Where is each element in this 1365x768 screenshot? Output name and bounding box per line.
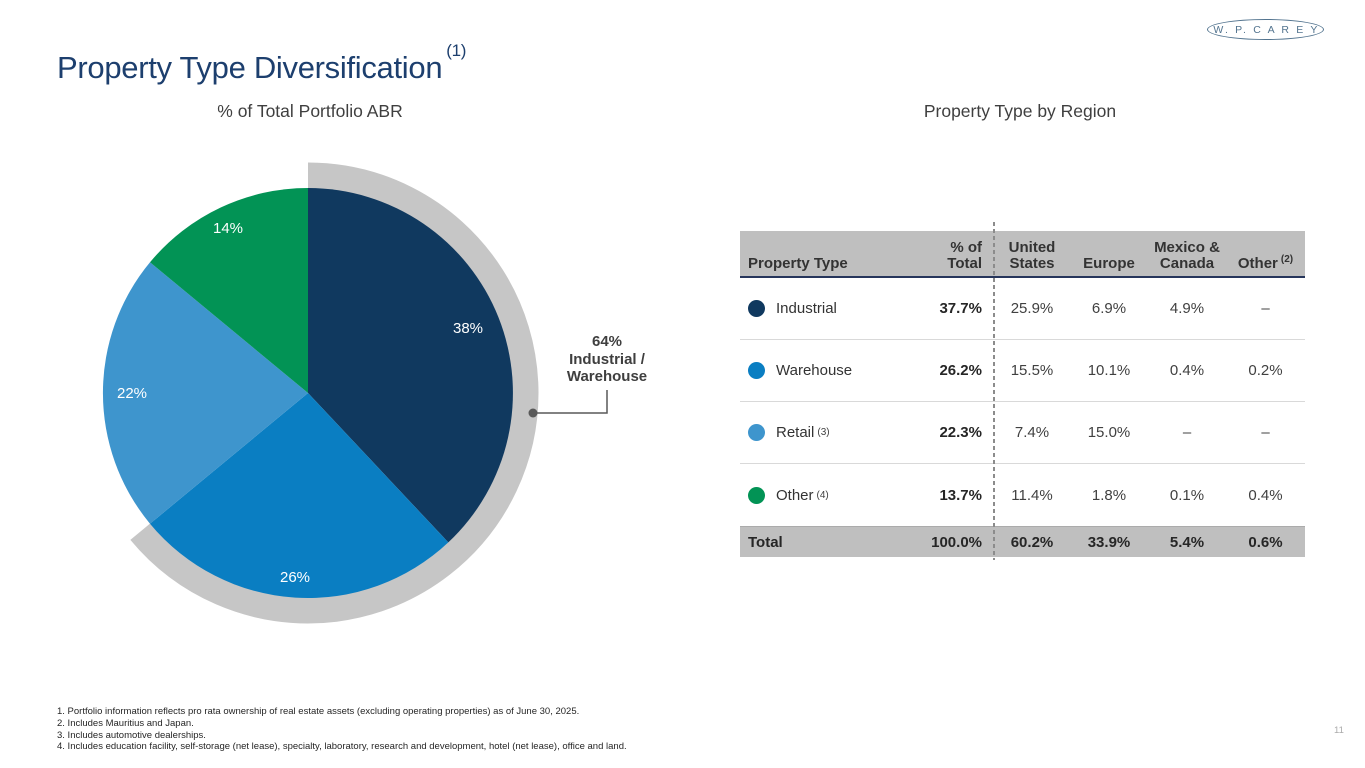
region-table: Property Type % of Total United States E… [740, 222, 1305, 560]
cell-europe: 1.8% [1091, 486, 1127, 504]
cell-europe: 10.1% [1087, 362, 1131, 379]
cell-pct-total: 22.3% [939, 424, 982, 441]
cell-europe: 6.9% [1091, 300, 1127, 317]
cell-pct-total: 13.7% [939, 486, 982, 504]
pie-slice-retail [102, 262, 308, 524]
total-other: 0.6% [1248, 533, 1283, 551]
total-pct: 100.0% [931, 533, 982, 551]
row-label: Industrial [776, 300, 837, 317]
table-title: Property Type by Region [923, 101, 1117, 121]
total-label: Total [748, 533, 783, 551]
cell-mexico-canada: 4.9% [1169, 300, 1205, 317]
table-row-warehouse: Warehouse 26.2% 15.5% 10.1% 0.4% 0.2% [740, 340, 1305, 402]
callout-line-warehouse: Warehouse [566, 368, 648, 385]
cell-united-states: 11.4% [1011, 486, 1053, 504]
cell-mexico-canada: 0.4% [1169, 362, 1205, 379]
row-label: Warehouse [776, 362, 853, 379]
cell-other: 0.4% [1248, 486, 1283, 504]
legend-dot-retail [748, 424, 765, 441]
footnote-4: 4. Includes education facility, self-sto… [57, 741, 627, 753]
legend-dot-industrial [748, 300, 765, 317]
header-pct-of-total: % of Total [947, 239, 982, 272]
pie-slice-warehouse [150, 393, 449, 598]
callout-connector-line [533, 390, 608, 414]
header-mexico-canada: Mexico & Canada [1154, 239, 1220, 272]
callout-connector-dot [528, 408, 538, 418]
header-united-states: United States [1008, 239, 1056, 272]
cell-mexico-canada: 0.1% [1169, 486, 1205, 504]
row-label: Retail [776, 424, 815, 441]
pie-chart: 38% 26% 22% 14% [102, 162, 608, 624]
cell-other: – [1261, 300, 1270, 317]
total-europe: 33.9% [1087, 533, 1131, 551]
page-title-text: Property Type Diversification [57, 50, 443, 85]
legend-dot-other [748, 486, 765, 504]
cell-other: – [1261, 424, 1270, 441]
cell-europe: 15.0% [1087, 424, 1131, 441]
table-row-retail: Retail (3) 22.3% 7.4% 15.0% – – [740, 402, 1305, 464]
pie-callout-label: 64% Industrial / Warehouse [552, 333, 662, 386]
page-title-footnote-ref: (1) [446, 40, 467, 60]
header-other-footnote-ref: (2) [1280, 253, 1294, 265]
header-property-type: Property Type [748, 254, 848, 272]
callout-line-industrial: Industrial / [569, 350, 645, 368]
pie-slice-industrial [308, 188, 513, 543]
cell-united-states: 25.9% [1010, 300, 1054, 317]
table-total-row: Total 100.0% 60.2% 33.9% 5.4% 0.6% [740, 526, 1305, 557]
cell-united-states: 15.5% [1010, 362, 1054, 379]
table-dashed-divider [993, 222, 995, 560]
footnote-1: 1. Portfolio information reflects pro ra… [57, 706, 580, 717]
row-footnote-ref: (3) [817, 427, 830, 438]
page-title: Property Type Diversification (1) [57, 41, 466, 86]
page-number: 11 [1334, 725, 1344, 736]
pie-chart-title: % of Total Portfolio ABR [217, 101, 403, 121]
total-mexico-canada: 5.4% [1169, 533, 1205, 551]
cell-other: 0.2% [1248, 362, 1283, 379]
cell-united-states: 7.4% [1014, 424, 1050, 441]
pie-label-other: 14% [213, 220, 243, 237]
cell-mexico-canada: – [1182, 424, 1192, 441]
cell-pct-total: 26.2% [939, 362, 982, 379]
row-label: Other [776, 486, 814, 504]
pie-label-warehouse: 26% [280, 569, 310, 586]
wp-carey-logo: W. P. C A R E Y [1207, 19, 1324, 40]
total-united-states: 60.2% [1010, 533, 1054, 551]
footnotes: 1. Portfolio information reflects pro ra… [57, 706, 627, 753]
callout-line-pct: 64% [591, 333, 623, 350]
header-other: Other (2) [1237, 253, 1294, 272]
pie-label-industrial: 38% [453, 320, 483, 337]
row-footnote-ref: (4) [816, 489, 829, 501]
footnote-2: 2. Includes Mauritius and Japan. [57, 717, 194, 729]
footnote-3: 3. Includes automotive dealerships. [57, 729, 206, 741]
donut-arc-64pct [130, 162, 539, 624]
table-header-row: Property Type % of Total United States E… [740, 231, 1305, 278]
header-europe: Europe [1083, 254, 1135, 272]
table-row-industrial: Industrial 37.7% 25.9% 6.9% 4.9% – [740, 278, 1305, 340]
pie-slice-other [150, 187, 308, 393]
table-row-other: Other (4) 13.7% 11.4% 1.8% 0.1% 0.4% [740, 464, 1305, 526]
wp-carey-logo-text: W. P. C A R E Y [1213, 23, 1320, 36]
pie-label-retail: 22% [117, 385, 147, 402]
cell-pct-total: 37.7% [939, 300, 982, 317]
legend-dot-warehouse [748, 362, 765, 379]
